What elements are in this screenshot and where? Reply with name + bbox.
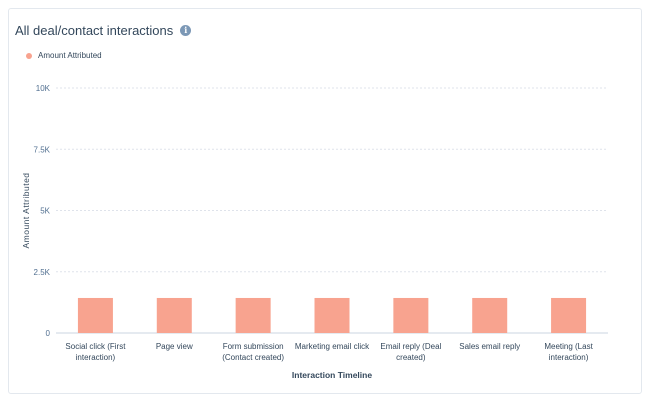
chart-header: All deal/contact interactions i [15, 23, 192, 38]
x-tick-label: Email reply (Deal [380, 342, 441, 351]
x-tick-label: interaction) [549, 353, 589, 362]
x-tick-label: Social click (First [65, 342, 126, 351]
chart-legend[interactable]: Amount Attributed [26, 51, 102, 60]
bar[interactable] [551, 297, 587, 333]
y-tick-label: 10K [36, 84, 51, 93]
x-tick-label: Sales email reply [459, 342, 520, 351]
y-tick-label: 7.5K [34, 145, 51, 154]
y-tick-label: 2.5K [34, 268, 51, 277]
x-axis-title: Interaction Timeline [292, 370, 372, 380]
legend-label: Amount Attributed [38, 51, 102, 60]
bar[interactable] [77, 297, 113, 333]
info-icon[interactable]: i [180, 25, 192, 36]
x-tick-label: Marketing email click [295, 342, 370, 351]
x-tick-label: Meeting (Last [544, 342, 593, 351]
x-tick-label: (Contact created) [222, 353, 284, 362]
bar[interactable] [314, 297, 350, 333]
legend-swatch [26, 52, 32, 59]
y-axis-title: Amount Attributed [21, 172, 31, 248]
bar[interactable] [472, 297, 508, 333]
bar[interactable] [156, 297, 192, 333]
x-tick-label: created) [396, 353, 426, 362]
chart-title: All deal/contact interactions [15, 23, 174, 38]
y-tick-label: 5K [40, 207, 50, 216]
bar[interactable] [235, 297, 271, 333]
x-tick-label: Form submission [223, 342, 284, 351]
bar[interactable] [393, 297, 429, 333]
y-tick-label: 0 [46, 329, 51, 338]
x-tick-label: Page view [156, 342, 193, 351]
x-tick-label: interaction) [76, 353, 116, 362]
